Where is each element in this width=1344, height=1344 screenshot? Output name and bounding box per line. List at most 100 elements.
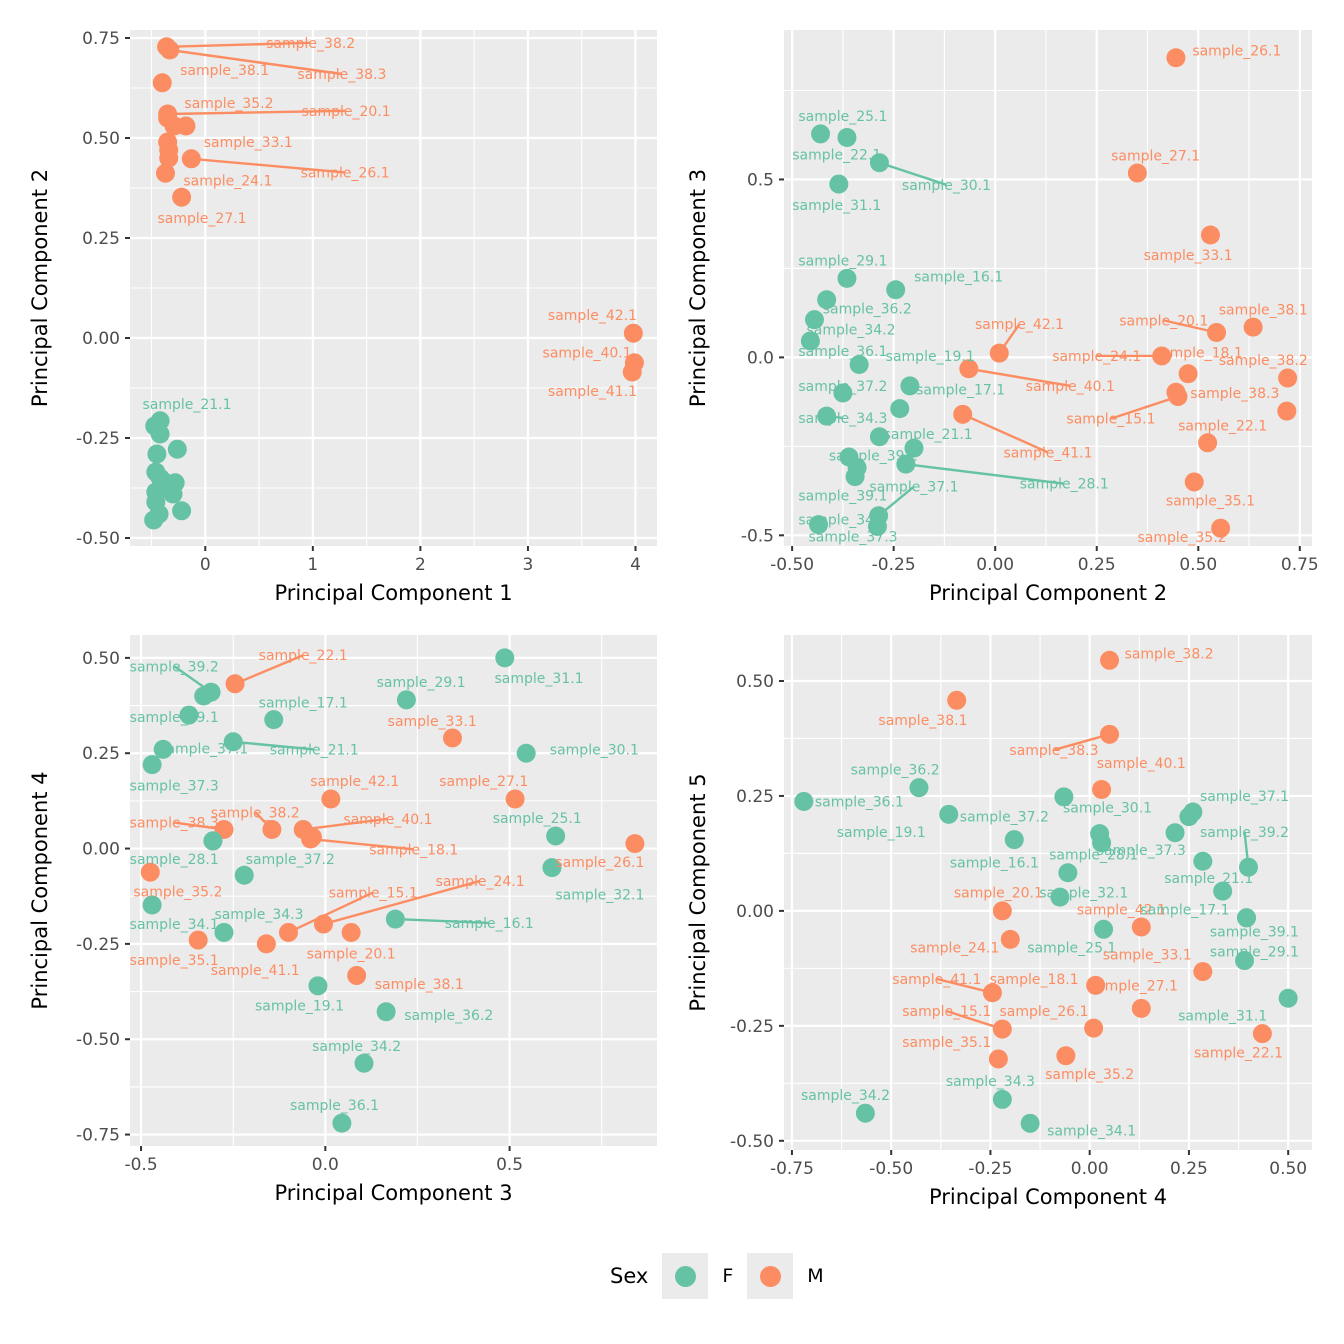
x-tick-label: 0.50 [1269, 1159, 1307, 1179]
x-tick-label: -0.50 [869, 1159, 913, 1179]
point-label: sample_25.1 [493, 811, 582, 827]
data-point-M [1243, 317, 1263, 337]
y-tick-label: -0.50 [76, 529, 120, 549]
label-connector [962, 413, 1049, 454]
data-point-M [953, 404, 973, 424]
data-point-F [794, 791, 814, 811]
data-point-F [800, 331, 820, 351]
point-label: sample_33.1 [204, 135, 293, 151]
point-label: sample_22.1 [1178, 419, 1267, 435]
point-label: sample_34.2 [312, 1039, 401, 1055]
data-point-M [1278, 368, 1298, 388]
data-point-M [262, 819, 282, 839]
data-point-F [1278, 988, 1298, 1008]
data-point-M [1100, 650, 1120, 670]
y-tick-label: 0.0 [747, 348, 774, 368]
x-tick-label: 1 [307, 555, 318, 575]
data-point-F [264, 710, 284, 730]
data-point-M [1152, 346, 1172, 366]
x-tick-label: 2 [415, 555, 426, 575]
data-point-F [809, 515, 829, 535]
data-point-M [1193, 962, 1213, 982]
point-label: sample_17.1 [259, 695, 348, 711]
point-label: sample_18.1 [1154, 345, 1243, 361]
point-label: sample_15.1 [902, 1004, 991, 1020]
point-label: sample_26.1 [999, 1004, 1088, 1020]
data-point-F [817, 406, 837, 426]
point-label: sample_37.2 [246, 852, 335, 868]
data-point-F [939, 804, 959, 824]
label-connector [879, 161, 947, 186]
point-label: sample_27.1 [439, 774, 528, 790]
data-point-F [817, 290, 837, 310]
x-axis-title: Principal Component 4 [929, 1185, 1167, 1209]
point-label: sample_16.1 [950, 856, 1039, 872]
legend-dot-M [759, 1265, 781, 1287]
point-label: sample_29.1 [798, 254, 887, 270]
data-point-M [321, 789, 341, 809]
point-label: sample_37.2 [960, 810, 1049, 826]
point-label: sample_32.1 [555, 887, 644, 903]
data-point-M [947, 690, 967, 710]
point-label: sample_34.3 [798, 411, 887, 427]
data-point-M [1000, 929, 1020, 949]
data-point-F [332, 1113, 352, 1133]
panel-4: -0.75 -0.50 -0.25 0.00 0.25 0.50 -0.50 -0.25 0.0… [686, 635, 1312, 1209]
data-point-F [144, 510, 164, 530]
data-point-M [1056, 1046, 1076, 1066]
data-point-M [152, 73, 172, 93]
data-point-M [155, 163, 175, 183]
data-point-F [203, 831, 223, 851]
data-point-F [909, 778, 929, 798]
y-tick-label: -0.75 [76, 1126, 120, 1146]
point-label: sample_40.1 [1097, 756, 1186, 772]
x-axis-title: Principal Component 3 [274, 1181, 512, 1205]
data-point-F [869, 153, 889, 173]
point-label: sample_36.2 [823, 302, 912, 318]
data-point-M [1207, 322, 1227, 342]
data-point-M [256, 934, 276, 954]
data-point-F [837, 127, 857, 147]
y-tick-label: -0.25 [730, 1017, 774, 1037]
label-connector [233, 740, 315, 751]
point-label: sample_26.1 [1192, 44, 1281, 60]
data-point-M [140, 862, 160, 882]
label-connector [323, 879, 481, 926]
point-label: sample_39.1 [130, 710, 219, 726]
point-label: sample_22.1 [792, 148, 881, 164]
x-tick-label: 0.00 [1071, 1159, 1109, 1179]
y-axis-title: Principal Component 3 [686, 169, 710, 407]
point-label: sample_34.2 [801, 1088, 890, 1104]
point-label: sample_26.1 [301, 165, 390, 181]
legend: Sex F M [0, 1250, 1344, 1302]
point-label: sample_38.2 [1219, 353, 1308, 369]
y-tick-label: 0.25 [82, 229, 120, 249]
y-tick-label: 0.00 [82, 840, 120, 860]
data-point-F [1054, 787, 1074, 807]
data-point-F [1020, 1113, 1040, 1133]
point-label: sample_19.1 [886, 349, 975, 365]
x-tick-label: 0.75 [1281, 555, 1319, 575]
data-point-M [1166, 48, 1186, 68]
point-label: sample_36.2 [404, 1008, 493, 1024]
point-label: sample_42.1 [310, 774, 399, 790]
data-point-F [214, 922, 234, 942]
point-label: sample_31.1 [495, 671, 584, 687]
point-label: sample_38.3 [1009, 743, 1098, 759]
data-point-M [1211, 518, 1231, 538]
label-connector [191, 157, 346, 174]
data-point-M [347, 966, 367, 986]
point-label: sample_36.1 [290, 1098, 379, 1114]
y-tick-label: 0.50 [82, 649, 120, 669]
x-axis-title: Principal Component 2 [929, 581, 1167, 605]
data-point-F [142, 895, 162, 915]
point-label: sample_35.1 [1166, 493, 1255, 509]
x-tick-label: 0.25 [1078, 555, 1116, 575]
data-point-F [1213, 881, 1233, 901]
data-point-F [890, 399, 910, 419]
label-connector [303, 817, 389, 831]
data-point-F [1004, 830, 1024, 850]
legend-dot-F [674, 1265, 696, 1287]
data-point-F [234, 865, 254, 885]
panel-background [784, 30, 1312, 546]
